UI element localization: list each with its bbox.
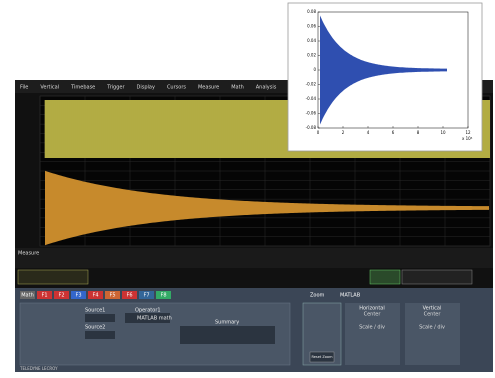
tab[interactable] xyxy=(88,291,103,299)
button-label: Reset Zoom xyxy=(312,355,334,359)
label: Center xyxy=(364,312,382,318)
field-value: MATLAB math xyxy=(137,316,172,322)
x-tick-label: 4 xyxy=(367,130,370,135)
menu-item[interactable]: Display xyxy=(137,85,155,91)
label: Scale / div xyxy=(359,325,385,331)
x-tick-label: 0 xyxy=(317,130,320,135)
label: Source1 xyxy=(85,308,105,314)
y-tick-label: 0.08 xyxy=(307,9,316,14)
tab[interactable] xyxy=(54,291,69,299)
menu-item[interactable]: Analysis xyxy=(256,85,277,91)
tab-label: F4 xyxy=(92,293,98,299)
y-tick-label: 0.02 xyxy=(307,53,316,58)
x-tick-label: 6 xyxy=(392,130,395,135)
vertical-panel xyxy=(405,303,460,365)
y-tick-label: 0.04 xyxy=(307,38,316,43)
tab-label: F7 xyxy=(143,293,149,299)
x-exponent: x 10⁴ xyxy=(462,136,473,141)
y-tick-label: -0.08 xyxy=(306,125,317,130)
x-tick-label: 12 xyxy=(465,130,471,135)
y-tick-label: -0.06 xyxy=(306,111,317,116)
menu-item[interactable]: Trigger xyxy=(106,85,125,91)
tab-label: F1 xyxy=(41,293,47,299)
reset-button[interactable] xyxy=(309,351,335,363)
label: Vertical xyxy=(423,306,442,312)
trigger-descriptor xyxy=(401,269,473,285)
waveform xyxy=(320,15,447,125)
y-tick-label: 0.06 xyxy=(307,24,316,29)
tab-label: F8 xyxy=(160,293,166,299)
tab-label: F6 xyxy=(126,293,132,299)
label: Source2 xyxy=(85,325,105,331)
field[interactable] xyxy=(125,313,170,323)
timebase-descriptor xyxy=(369,269,401,285)
y-tick-label: -0.02 xyxy=(306,82,317,87)
tab[interactable] xyxy=(139,291,154,299)
horizontal-panel xyxy=(345,303,400,365)
field[interactable] xyxy=(85,331,115,339)
brand: TELEDYNE LECROY xyxy=(19,366,58,371)
menu-item[interactable]: Measure xyxy=(198,85,219,91)
tab[interactable] xyxy=(37,291,52,299)
x-tick-label: 10 xyxy=(440,130,446,135)
tab-label: F5 xyxy=(109,293,115,299)
label: Operator1 xyxy=(135,308,161,314)
trace-2 xyxy=(45,170,489,246)
tab[interactable] xyxy=(105,291,120,299)
tab-label[interactable]: Zoom xyxy=(310,293,325,299)
channel-descriptor xyxy=(17,269,89,285)
label: Summary xyxy=(215,320,239,326)
y-tick-label: -0.04 xyxy=(306,96,317,101)
measure-title: Measure xyxy=(18,251,39,257)
tab[interactable] xyxy=(71,291,86,299)
tab-label: F2 xyxy=(58,293,64,299)
matlab-figure xyxy=(287,2,483,152)
menu-item[interactable]: File xyxy=(20,85,28,91)
measure-table xyxy=(15,248,493,268)
menu-item[interactable]: Math xyxy=(231,85,244,91)
label: Horizontal xyxy=(359,306,385,312)
summary-box xyxy=(180,326,275,344)
y-tick-label: 0 xyxy=(313,67,316,72)
tab[interactable] xyxy=(156,291,171,299)
inset-plot: 0.080.060.040.020-0.02-0.04-0.06-0.080 2 4… xyxy=(306,9,473,141)
tabs: Math F1 F2 F3 F4 F5 F6 F7 F8 Zoom MATLAB xyxy=(20,291,361,299)
tab-label[interactable]: MATLAB xyxy=(340,293,361,299)
field[interactable] xyxy=(85,314,115,322)
x-tick-label: 8 xyxy=(417,130,420,135)
menu-item[interactable]: Cursors xyxy=(167,85,186,91)
tab-label: F3 xyxy=(75,293,81,299)
tab[interactable] xyxy=(20,291,35,299)
x-tick-label: 2 xyxy=(342,130,345,135)
tab[interactable] xyxy=(122,291,137,299)
menu-item[interactable]: Vertical xyxy=(40,85,59,91)
label: Scale / div xyxy=(419,325,445,331)
menu: File Vertical Timebase Trigger Display Cursor… xyxy=(20,85,277,91)
tab-label: Math xyxy=(21,293,34,299)
menu-item[interactable]: Timebase xyxy=(70,85,95,91)
label: Center xyxy=(424,312,442,318)
